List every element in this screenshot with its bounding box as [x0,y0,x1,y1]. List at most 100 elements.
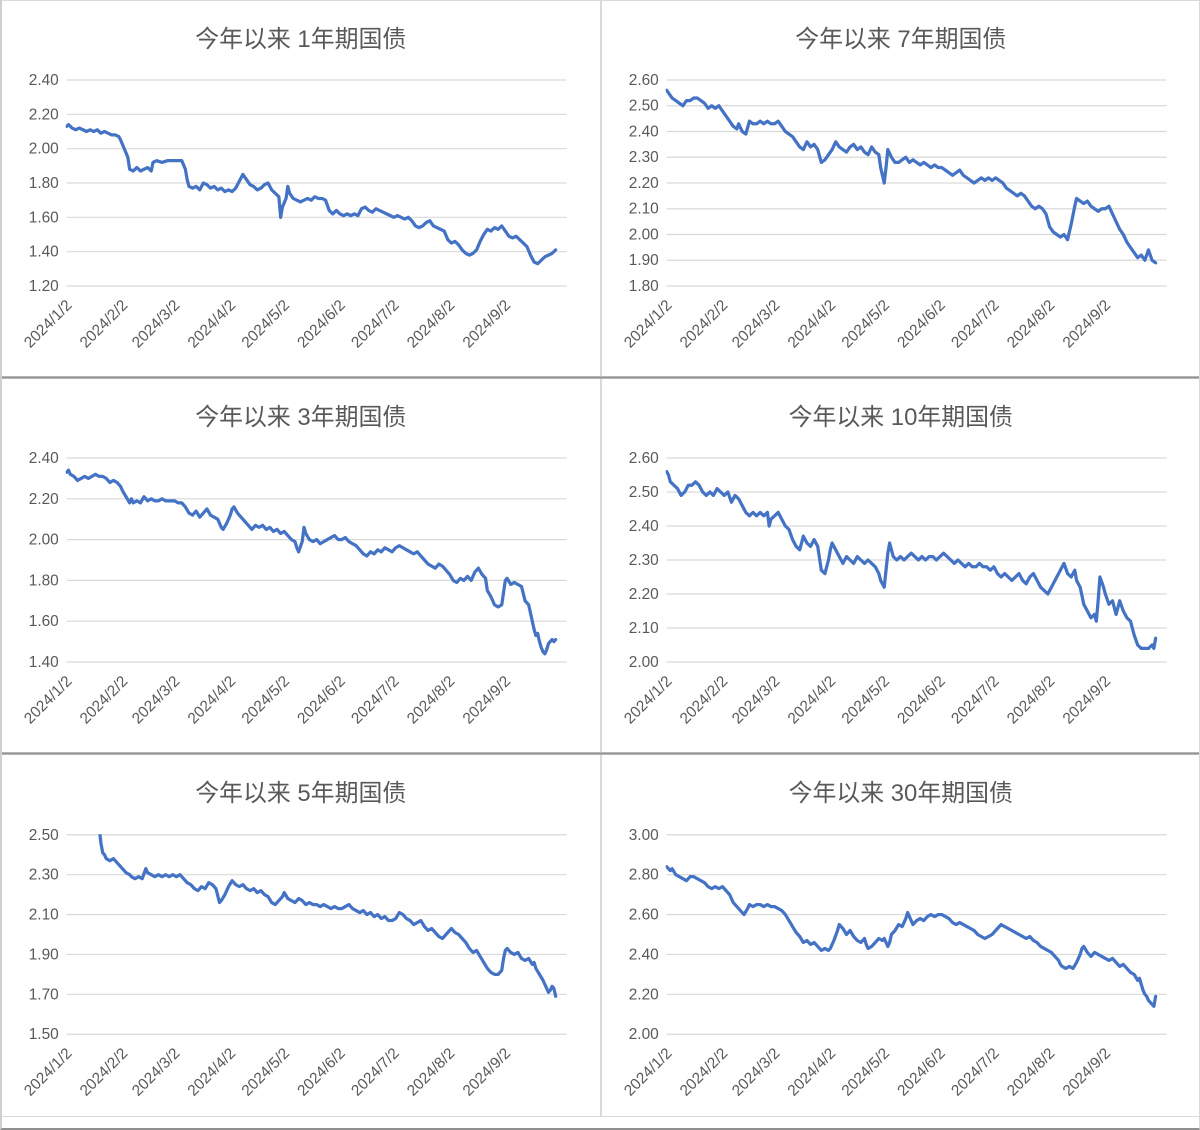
y-axis-tick-label: 2.80 [628,867,658,884]
y-axis-tick-label: 2.00 [29,532,59,549]
y-axis-tick-label: 2.40 [628,123,658,140]
x-axis-tick-label: 2024/7/2 [948,1045,1002,1100]
x-axis-tick-label: 2024/7/2 [948,297,1002,352]
x-axis-tick-label: 2024/3/2 [728,673,782,728]
x-axis-tick-label: 2024/9/2 [1059,673,1113,728]
y-axis-tick-label: 2.20 [29,491,59,508]
x-axis-tick-label: 2024/7/2 [948,673,1002,728]
chart-panel-1y-bond: 今年以来 1年期国债 2.40 2.20 2.00 1.80 1.60 1.40 1.20 20… [2,1,601,376]
x-axis-tick-label: 2024/1/2 [621,297,675,352]
y-axis-tick-label: 1.80 [628,278,658,295]
y-axis-tick-label: 2.00 [628,226,658,243]
x-axis-tick-label: 2024/9/2 [460,1045,514,1100]
yield-series-line [665,469,1157,651]
y-axis-tick-label: 2.40 [29,72,59,89]
chart-row-3: 今年以来 5年期国债 2.50 2.30 2.10 1.90 1.70 1.50 2024/1… [2,755,1199,1117]
line-chart-3y-bond: 今年以来 3年期国债 2.40 2.20 2.00 1.80 1.60 1.40 2024/1… [21,404,567,728]
x-axis-tick-label: 2024/8/2 [1003,673,1057,728]
sheet-bottom-strip [2,1117,1199,1128]
x-axis-tick-label: 2024/7/2 [348,673,402,728]
y-axis-tick-label: 2.60 [628,907,658,924]
line-chart-30y-bond: 今年以来 30年期国债 3.00 2.80 2.60 2.40 2.20 2.00 2024/… [621,780,1167,1100]
y-axis-tick-label: 2.50 [29,827,59,844]
x-axis-tick-label: 2024/4/2 [784,673,838,728]
x-axis-tick-label: 2024/9/2 [1059,297,1113,352]
x-axis-tick-label: 2024/1/2 [621,1045,675,1100]
y-axis-tick-label: 1.90 [29,946,59,963]
x-axis-tick-label: 2024/6/2 [894,673,948,728]
x-axis-tick-label: 2024/4/2 [185,673,239,728]
x-axis-tick-label: 2024/3/2 [129,1045,183,1100]
chart-title: 今年以来 5年期国债 [195,780,406,807]
chart-title: 今年以来 7年期国债 [795,26,1006,53]
chart-row-2: 今年以来 3年期国债 2.40 2.20 2.00 1.80 1.60 1.40 2024/1… [2,379,1199,752]
y-axis-tick-label: 1.40 [29,654,59,671]
x-axis-tick-label: 2024/8/2 [404,297,458,352]
y-axis-tick-label: 2.30 [628,149,658,166]
x-axis-tick-label: 2024/1/2 [621,673,675,728]
y-axis-tick-label: 2.10 [628,620,658,637]
x-axis-tick-label: 2024/6/2 [294,297,348,352]
yield-series-line [665,865,1157,1008]
x-axis-tick-label: 2024/6/2 [294,1045,348,1100]
y-axis-tick-label: 2.20 [628,586,658,603]
chart-panel-3y-bond: 今年以来 3年期国债 2.40 2.20 2.00 1.80 1.60 1.40 2024/1… [2,379,601,752]
x-axis-tick-label: 2024/5/2 [239,1045,293,1100]
x-axis-tick-label: 2024/5/2 [239,297,293,352]
chart-title: 今年以来 10年期国债 [788,404,1012,431]
line-chart-10y-bond: 今年以来 10年期国债 2.60 2.50 2.40 2.30 2.20 2.10 2.00 2… [621,404,1167,728]
y-axis-tick-label: 1.80 [29,175,59,192]
row-divider [2,752,1199,755]
y-axis-tick-label: 1.80 [29,572,59,589]
chart-panel-7y-bond: 今年以来 7年期国债 2.60 2.50 2.40 2.30 2.20 2.10 2.00 1.… [600,1,1199,376]
y-axis-tick-label: 1.40 [29,244,59,261]
x-axis-tick-label: 2024/5/2 [838,1045,892,1100]
x-axis-tick-label: 2024/2/2 [77,1045,131,1100]
x-axis-tick-label: 2024/2/2 [77,297,131,352]
x-axis-tick-label: 2024/2/2 [676,1045,730,1100]
y-axis-tick-label: 2.30 [628,552,658,569]
chart-panel-30y-bond: 今年以来 30年期国债 3.00 2.80 2.60 2.40 2.20 2.00 2024/… [600,755,1199,1117]
x-axis-tick-label: 2024/2/2 [676,297,730,352]
x-axis-tick-label: 2024/4/2 [784,297,838,352]
x-axis-tick-label: 2024/4/2 [185,1045,239,1100]
x-axis-tick-label: 2024/2/2 [77,673,131,728]
y-axis-tick-label: 2.00 [29,141,59,158]
x-axis-tick-label: 2024/2/2 [676,673,730,728]
y-axis-tick-label: 2.40 [628,946,658,963]
x-axis-tick-label: 2024/1/2 [21,297,75,352]
y-axis-tick-label: 1.90 [628,252,658,269]
y-axis-tick-label: 2.50 [628,484,658,501]
y-axis-tick-label: 2.40 [29,450,59,467]
y-axis-tick-label: 1.70 [29,986,59,1003]
x-axis-tick-label: 2024/4/2 [185,297,239,352]
x-axis-tick-label: 2024/3/2 [129,673,183,728]
yield-series-line [65,123,558,266]
x-axis-tick-label: 2024/3/2 [129,297,183,352]
y-axis-tick-label: 2.20 [29,106,59,123]
y-axis-tick-label: 2.60 [628,450,658,467]
y-axis-tick-label: 2.30 [29,867,59,884]
chart-row-1: 今年以来 1年期国债 2.40 2.20 2.00 1.80 1.60 1.40 1.20 20… [2,1,1199,376]
x-axis-tick-label: 2024/9/2 [460,673,514,728]
x-axis-tick-label: 2024/8/2 [404,1045,458,1100]
yield-series-line [65,468,558,656]
yield-series-line [98,834,558,998]
chart-panel-5y-bond: 今年以来 5年期国债 2.50 2.30 2.10 1.90 1.70 1.50 2024/1… [2,755,601,1117]
y-axis-tick-label: 2.00 [628,654,658,671]
x-axis-tick-label: 2024/4/2 [784,1045,838,1100]
x-axis-tick-label: 2024/5/2 [239,673,293,728]
x-axis-tick-label: 2024/1/2 [21,1045,75,1100]
x-axis-tick-label: 2024/8/2 [1003,1045,1057,1100]
y-axis-tick-label: 2.10 [628,201,658,218]
chart-title: 今年以来 30年期国债 [788,780,1012,807]
chart-panel-10y-bond: 今年以来 10年期国债 2.60 2.50 2.40 2.30 2.20 2.10 2.00 2… [600,379,1199,752]
chart-title: 今年以来 1年期国债 [195,26,406,53]
y-axis-tick-label: 2.20 [628,986,658,1003]
y-axis-tick-label: 1.60 [29,613,59,630]
x-axis-tick-label: 2024/5/2 [838,297,892,352]
row-divider [2,376,1199,379]
x-axis-tick-label: 2024/9/2 [460,297,514,352]
x-axis-tick-label: 2024/8/2 [1003,297,1057,352]
